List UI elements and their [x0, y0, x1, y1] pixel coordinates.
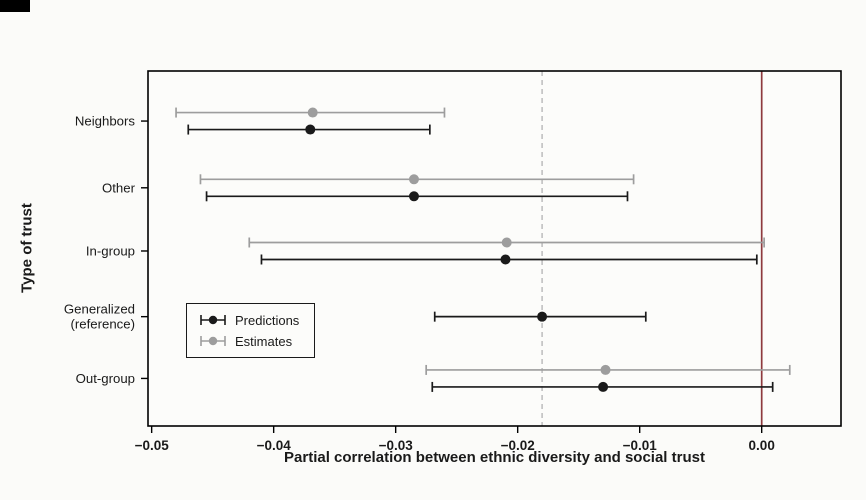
x-axis-title: Partial correlation between ethnic diver…: [284, 449, 705, 466]
predictions-point-3: [537, 311, 548, 322]
y-axis-title: Type of trust: [18, 203, 36, 293]
legend-entry-estimates: Estimates: [199, 334, 299, 348]
legend-label-estimates: Estimates: [235, 333, 293, 349]
category-label: Generalized: [64, 302, 135, 317]
predictions-point-4: [598, 381, 609, 392]
legend-label-predictions: Predictions: [235, 312, 300, 328]
x-tick-label: −0.02: [501, 438, 535, 453]
category-label: Out-group: [76, 371, 135, 386]
x-tick-label: −0.04: [257, 438, 292, 453]
estimates-point-0: [307, 107, 318, 118]
x-tick-label: 0.00: [749, 438, 775, 453]
x-tick-label: −0.05: [135, 438, 170, 453]
estimates-point-2: [501, 237, 512, 248]
predictions-marker-icon: [200, 315, 226, 325]
estimates-marker-icon: [200, 336, 226, 346]
category-label: (reference): [71, 317, 136, 332]
category-label: Neighbors: [75, 114, 136, 129]
x-tick-label: −0.03: [379, 438, 414, 453]
legend-entry-predictions: Predictions: [199, 313, 299, 327]
x-tick-label: −0.01: [623, 438, 658, 453]
plot-area: [148, 71, 841, 426]
predictions-point-2: [500, 254, 511, 265]
plot-frame: [147, 70, 842, 427]
predictions-point-1: [408, 191, 419, 202]
corner-mark: [0, 0, 30, 12]
estimates-point-4: [600, 364, 611, 375]
estimates-point-1: [408, 174, 419, 185]
predictions-point-0: [305, 124, 316, 135]
category-label: Other: [102, 180, 136, 195]
legend: Predictions Estimates: [186, 303, 316, 358]
category-label: In-group: [86, 243, 135, 258]
